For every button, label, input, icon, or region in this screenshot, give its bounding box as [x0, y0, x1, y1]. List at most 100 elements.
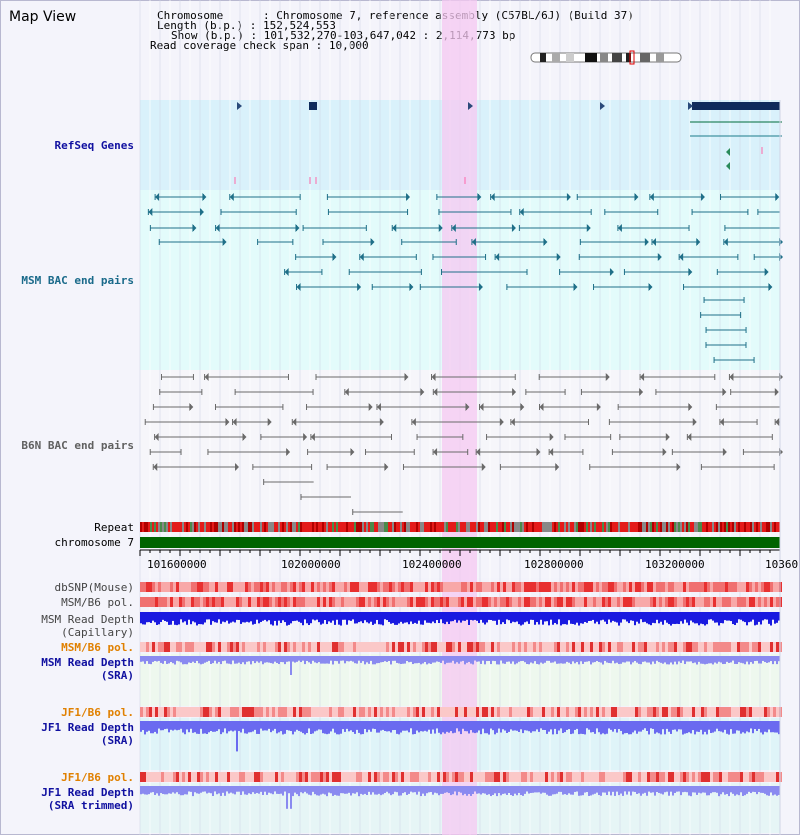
read-depth-bar	[754, 656, 756, 661]
read-depth-bar	[756, 656, 758, 661]
refseq-gene-arrow	[726, 148, 730, 170]
read-depth-bar	[378, 786, 380, 794]
bac-end-arrow	[431, 373, 436, 381]
read-depth-bar	[732, 721, 734, 734]
polymorphism-cell	[617, 772, 620, 782]
read-depth-bar	[654, 656, 656, 664]
polymorphism-cell	[611, 772, 614, 782]
read-depth-bar	[654, 612, 656, 624]
polymorphism-cell	[206, 582, 209, 592]
track-label-b6n-bac: B6N BAC end pairs	[21, 439, 134, 452]
repeat-segment	[230, 522, 232, 532]
read-depth-bar	[226, 612, 228, 621]
repeat-segment	[590, 522, 592, 532]
polymorphism-cell	[209, 707, 212, 717]
bac-end-arrow	[199, 208, 204, 216]
repeat-segment	[158, 522, 160, 532]
read-depth-bar	[564, 721, 566, 733]
repeat-segment	[204, 522, 206, 532]
repeat-segment	[310, 522, 312, 532]
polymorphism-cell	[683, 582, 686, 592]
read-depth-bar	[738, 721, 740, 731]
read-depth-bar	[382, 786, 384, 795]
polymorphism-cell	[614, 707, 617, 717]
repeat-segment	[148, 522, 150, 532]
read-depth-bar	[206, 786, 208, 794]
polymorphism-cell	[710, 597, 713, 607]
polymorphism-cell	[329, 642, 332, 652]
read-depth-bar	[746, 656, 748, 662]
read-depth-bar	[554, 786, 556, 795]
repeat-segment	[302, 522, 304, 532]
read-depth-bar	[604, 612, 606, 622]
polymorphism-cell	[152, 642, 155, 652]
read-depth-bar	[404, 721, 406, 731]
repeat-segment	[160, 522, 162, 532]
read-depth-bar	[694, 786, 696, 793]
read-depth-bar	[470, 656, 472, 664]
polymorphism-cell	[590, 642, 593, 652]
read-depth-bar	[378, 721, 380, 733]
read-depth-bar	[674, 786, 676, 793]
polymorphism-cell	[494, 707, 497, 717]
read-depth-bar	[178, 786, 180, 795]
bac-end-arrow	[471, 238, 476, 246]
polymorphism-cell	[692, 772, 695, 782]
repeat-segment	[142, 522, 144, 532]
repeat-segment	[696, 522, 698, 532]
read-depth-bar	[588, 721, 590, 730]
repeat-segment	[744, 522, 746, 532]
read-depth-bar	[622, 786, 624, 796]
read-depth-bar	[302, 612, 304, 626]
read-depth-bar	[456, 656, 458, 663]
polymorphism-cell	[488, 707, 491, 717]
read-depth-bar	[414, 656, 416, 664]
read-depth-bar	[628, 786, 630, 792]
read-depth-bar	[586, 786, 588, 793]
read-depth-bar	[566, 721, 568, 730]
read-depth-bar	[176, 656, 178, 661]
polymorphism-cell	[371, 772, 374, 782]
read-depth-bar	[356, 656, 358, 664]
repeat-segment	[180, 522, 182, 532]
polymorphism-cell	[530, 582, 533, 592]
repeat-segment	[356, 522, 358, 532]
polymorphism-cell	[266, 597, 269, 607]
read-depth-bar	[418, 612, 420, 621]
polymorphism-cell	[155, 707, 158, 717]
polymorphism-cell	[233, 707, 236, 717]
read-depth-bar	[552, 721, 554, 735]
polymorphism-cell	[527, 597, 530, 607]
read-depth-bar	[340, 786, 342, 794]
bac-end-arrow	[510, 418, 515, 426]
repeat-segment	[450, 522, 452, 532]
read-depth-bar	[290, 721, 292, 732]
bac-end-arrow	[368, 403, 373, 411]
read-depth-bar	[680, 786, 682, 796]
read-depth-bar	[548, 786, 550, 796]
read-depth-bar	[752, 786, 754, 792]
polymorphism-cell	[359, 582, 362, 592]
polymorphism-cell	[716, 707, 719, 717]
read-depth-bar	[524, 612, 526, 623]
polymorphism-cell	[560, 582, 563, 592]
polymorphism-cell	[257, 707, 260, 717]
read-depth-bar	[650, 721, 652, 729]
polymorphism-cell	[560, 707, 563, 717]
polymorphism-cell	[281, 642, 284, 652]
read-depth-bar	[336, 656, 338, 662]
polymorphism-cell	[773, 642, 776, 652]
read-depth-bar	[270, 612, 272, 625]
polymorphism-cell	[638, 597, 641, 607]
read-depth-bar	[244, 612, 246, 623]
polymorphism-cell	[767, 597, 770, 607]
polymorphism-cell	[527, 642, 530, 652]
read-depth-bar	[766, 786, 768, 796]
polymorphism-cell	[449, 642, 452, 652]
read-depth-bar	[154, 786, 156, 795]
polymorphism-cell	[362, 642, 365, 652]
read-depth-bar	[576, 721, 578, 729]
polymorphism-cell	[167, 597, 170, 607]
read-depth-bar	[718, 656, 720, 662]
